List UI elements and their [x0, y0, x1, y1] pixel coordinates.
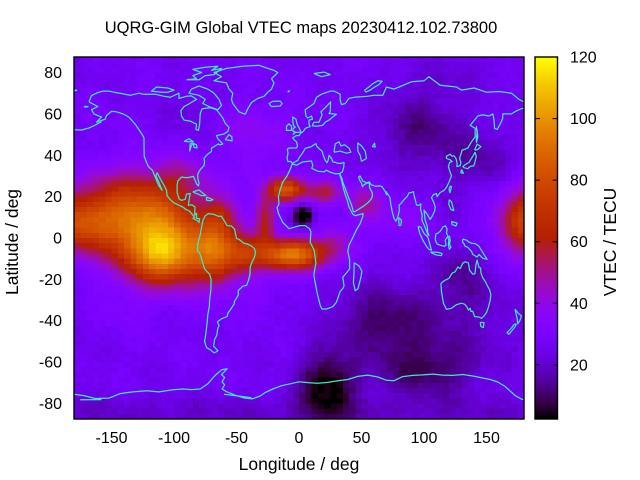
svg-text:120: 120 — [570, 50, 597, 67]
svg-text:-40: -40 — [39, 313, 62, 330]
svg-text:-20: -20 — [39, 272, 62, 289]
svg-text:100: 100 — [570, 111, 597, 128]
svg-text:150: 150 — [473, 430, 500, 447]
svg-text:0: 0 — [53, 231, 62, 248]
svg-text:Latitude / deg: Latitude / deg — [2, 189, 22, 295]
svg-text:0: 0 — [295, 430, 304, 447]
svg-text:-150: -150 — [95, 430, 127, 447]
svg-text:Longitude / deg: Longitude / deg — [239, 454, 360, 474]
svg-text:80: 80 — [44, 65, 62, 82]
svg-text:-100: -100 — [158, 430, 190, 447]
svg-text:40: 40 — [570, 296, 588, 313]
svg-text:60: 60 — [570, 234, 588, 251]
svg-text:-60: -60 — [39, 355, 62, 372]
svg-text:50: 50 — [353, 430, 371, 447]
svg-text:VTEC / TECU: VTEC / TECU — [600, 188, 620, 297]
svg-text:60: 60 — [44, 106, 62, 123]
svg-text:-80: -80 — [39, 396, 62, 413]
svg-text:UQRG-GIM Global VTEC maps 2023: UQRG-GIM Global VTEC maps 20230412.102.7… — [105, 19, 498, 37]
svg-text:20: 20 — [44, 189, 62, 206]
svg-text:80: 80 — [570, 173, 588, 190]
svg-text:40: 40 — [44, 148, 62, 165]
svg-text:20: 20 — [570, 357, 588, 374]
svg-text:100: 100 — [411, 430, 438, 447]
svg-text:-50: -50 — [225, 430, 248, 447]
